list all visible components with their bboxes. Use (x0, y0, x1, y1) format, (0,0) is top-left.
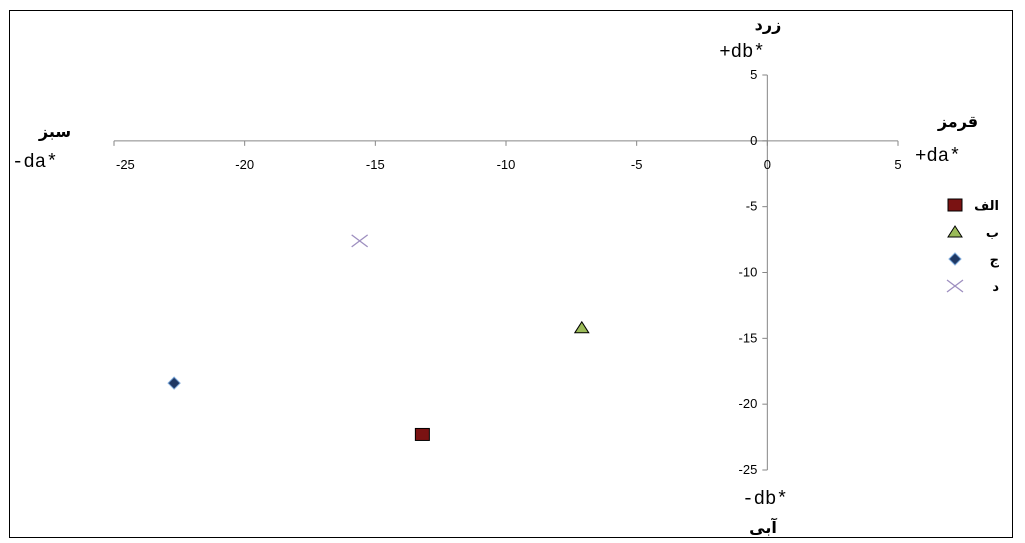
x-tick-label: -25 (116, 157, 135, 172)
x-tick-label: -20 (235, 157, 254, 172)
axes (114, 75, 898, 470)
y-negative-word: آبی (749, 517, 777, 537)
legend-entry: د (992, 280, 999, 295)
x-positive-label: +da* (915, 145, 961, 167)
legend-marker (948, 252, 962, 266)
data-points (167, 234, 590, 441)
x-tick-label: -15 (366, 157, 385, 172)
legend-entry: الف (974, 199, 999, 214)
chart-frame (9, 10, 1013, 538)
legend: الف بجد (946, 198, 1000, 295)
legend-entry: ج (990, 253, 1000, 268)
y-positive-word: زرد (755, 15, 782, 34)
x-tick-label: 5 (894, 157, 901, 172)
y-positive-label: +db* (719, 41, 765, 63)
y-tick-label: -15 (739, 330, 758, 345)
data-point (351, 234, 369, 248)
data-point (167, 376, 181, 390)
y-tick-label: 5 (750, 67, 757, 82)
data-point (573, 320, 590, 334)
x-tick-label: 0 (764, 157, 771, 172)
x-negative-label: -da* (12, 151, 58, 173)
y-tick-label: -5 (746, 199, 758, 214)
x-tick-label: -10 (497, 157, 516, 172)
legend-marker (946, 279, 964, 293)
x-positive-word: قرمز (937, 112, 978, 131)
x-tick-label: -5 (631, 157, 643, 172)
y-tick-label: -20 (739, 396, 758, 411)
data-point (414, 427, 430, 441)
y-tick-label: 0 (750, 133, 757, 148)
legend-marker (947, 225, 963, 238)
ticks: -25 -20 -15 -10 -5 0 5 5 0 -5 -10 -15 -20 -25 (113, 67, 902, 477)
legend-entry: ب (986, 226, 999, 241)
x-negative-word: سبز (38, 122, 71, 141)
y-tick-label: -10 (739, 265, 758, 280)
y-tick-label: -25 (739, 462, 758, 477)
legend-marker (947, 198, 963, 212)
y-negative-label: -db* (742, 488, 788, 510)
